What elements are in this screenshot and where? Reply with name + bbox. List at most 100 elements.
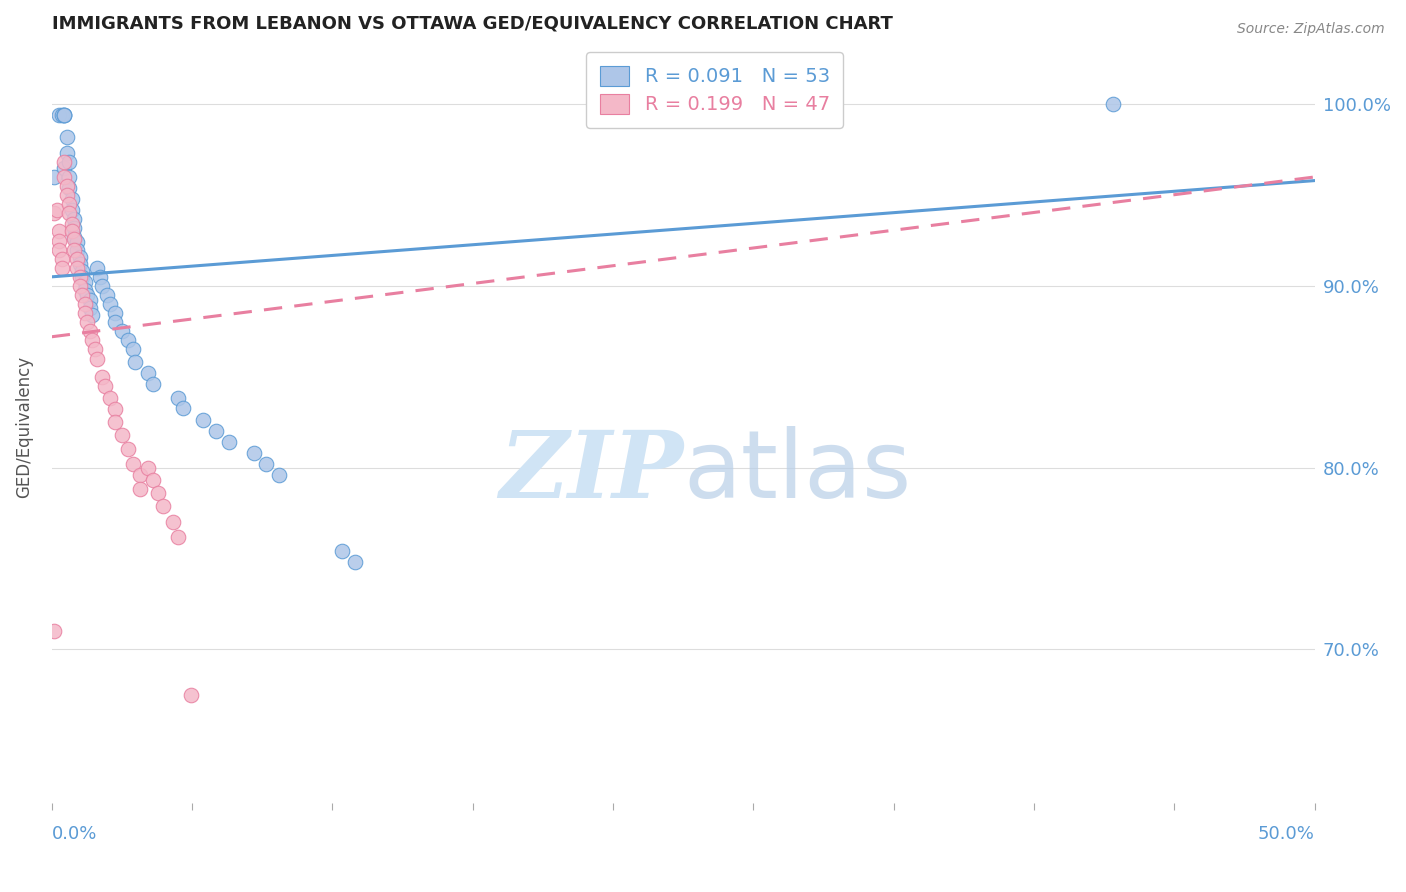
Point	[205, 424, 228, 438]
Point	[162, 515, 184, 529]
Point	[63, 232, 86, 246]
Point	[69, 250, 91, 264]
Point	[142, 376, 165, 391]
Point	[1101, 97, 1123, 112]
Point	[70, 269, 93, 284]
Point	[53, 108, 76, 122]
Point	[98, 297, 121, 311]
Point	[76, 288, 98, 302]
Point	[330, 544, 353, 558]
Point	[104, 415, 127, 429]
Point	[58, 169, 80, 184]
Point	[86, 351, 108, 366]
Point	[45, 202, 67, 217]
Point	[111, 324, 134, 338]
Text: 0.0%: 0.0%	[52, 825, 97, 843]
Point	[53, 169, 76, 184]
Point	[121, 343, 143, 357]
Point	[51, 252, 73, 266]
Point	[60, 192, 83, 206]
Point	[152, 499, 174, 513]
Point	[44, 169, 66, 184]
Point	[79, 293, 101, 308]
Point	[53, 155, 76, 169]
Point	[96, 288, 118, 302]
Point	[60, 224, 83, 238]
Point	[104, 402, 127, 417]
Point	[51, 108, 73, 122]
Point	[63, 220, 86, 235]
Point	[76, 315, 98, 329]
Point	[53, 161, 76, 175]
Point	[218, 435, 240, 450]
Text: IMMIGRANTS FROM LEBANON VS OTTAWA GED/EQUIVALENCY CORRELATION CHART: IMMIGRANTS FROM LEBANON VS OTTAWA GED/EQ…	[52, 15, 893, 33]
Point	[66, 260, 89, 275]
Point	[48, 108, 70, 122]
Point	[89, 269, 111, 284]
Point	[66, 243, 89, 257]
Point	[243, 446, 266, 460]
Point	[83, 343, 105, 357]
Point	[70, 264, 93, 278]
Point	[63, 211, 86, 226]
Point	[58, 197, 80, 211]
Point	[104, 315, 127, 329]
Point	[146, 486, 169, 500]
Point	[129, 467, 152, 482]
Text: 50.0%: 50.0%	[1258, 825, 1315, 843]
Point	[73, 297, 96, 311]
Point	[56, 188, 79, 202]
Point	[104, 306, 127, 320]
Point	[117, 442, 139, 457]
Point	[121, 457, 143, 471]
Point	[86, 260, 108, 275]
Point	[56, 146, 79, 161]
Y-axis label: GED/Equivalency: GED/Equivalency	[15, 356, 32, 498]
Point	[58, 155, 80, 169]
Point	[70, 288, 93, 302]
Point	[58, 181, 80, 195]
Point	[193, 413, 215, 427]
Point	[56, 179, 79, 194]
Point	[44, 206, 66, 220]
Point	[142, 473, 165, 487]
Point	[129, 483, 152, 497]
Text: ZIP: ZIP	[499, 427, 683, 516]
Point	[73, 283, 96, 297]
Point	[56, 130, 79, 145]
Point	[63, 230, 86, 244]
Point	[73, 275, 96, 289]
Point	[91, 369, 114, 384]
Text: Source: ZipAtlas.com: Source: ZipAtlas.com	[1237, 22, 1385, 37]
Point	[180, 688, 202, 702]
Point	[58, 206, 80, 220]
Point	[124, 355, 146, 369]
Point	[60, 202, 83, 217]
Point	[51, 260, 73, 275]
Point	[98, 392, 121, 406]
Point	[79, 324, 101, 338]
Point	[167, 392, 190, 406]
Point	[73, 306, 96, 320]
Point	[343, 555, 366, 569]
Point	[172, 401, 194, 415]
Point	[48, 224, 70, 238]
Point	[48, 243, 70, 257]
Point	[60, 217, 83, 231]
Point	[267, 467, 290, 482]
Point	[117, 334, 139, 348]
Point	[69, 257, 91, 271]
Point	[94, 378, 117, 392]
Point	[136, 366, 159, 380]
Point	[53, 108, 76, 122]
Point	[69, 269, 91, 284]
Point	[111, 427, 134, 442]
Point	[256, 457, 278, 471]
Point	[63, 243, 86, 257]
Point	[82, 334, 104, 348]
Point	[53, 108, 76, 122]
Point	[136, 460, 159, 475]
Point	[82, 308, 104, 322]
Point	[79, 301, 101, 315]
Point	[66, 252, 89, 266]
